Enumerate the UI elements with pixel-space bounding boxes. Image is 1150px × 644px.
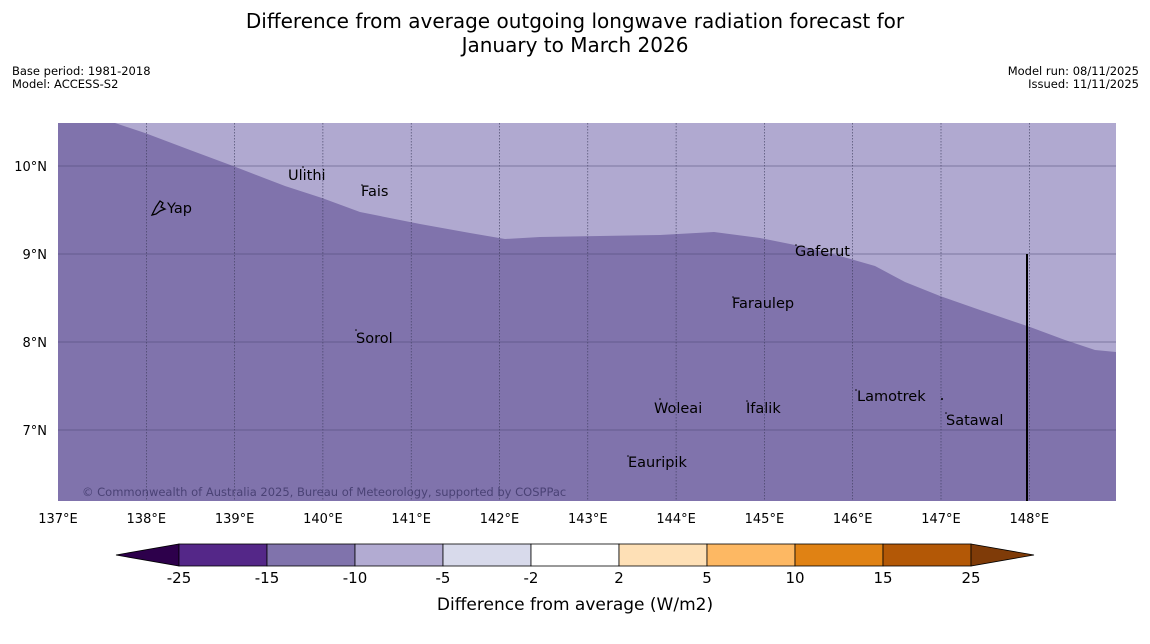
base-period: Base period: 1981-2018	[12, 64, 151, 78]
satawal-atoll-mark	[945, 412, 947, 414]
colorbar-swatch	[442, 543, 532, 567]
lon-tick-label: 137°E	[38, 512, 78, 527]
place-label-ifalik[interactable]: Ifalik	[746, 401, 781, 417]
colorbar-swatch	[178, 543, 268, 567]
title-line-2: January to March 2026	[461, 33, 689, 57]
base-info: Base period: 1981-2018 Model: ACCESS-S2	[12, 65, 151, 91]
place-label-woleai[interactable]: Woleai	[654, 401, 702, 417]
gridlines	[58, 123, 1116, 501]
issued-date: Issued: 11/11/2025	[1028, 77, 1139, 91]
lon-tick-label: 144°E	[656, 512, 696, 527]
colorbar-tick-label: 2	[614, 569, 624, 587]
place-label-fais[interactable]: Fais	[361, 184, 388, 200]
ifalik-atoll-mark	[746, 400, 748, 402]
colorbar-tick-label: -5	[436, 569, 451, 587]
colorbar-tick-label: -25	[167, 569, 192, 587]
colorbar-tick-label: 15	[873, 569, 892, 587]
woleai-atoll-mark	[659, 398, 661, 400]
fais-atoll-mark	[361, 184, 363, 186]
place-label-eauripik[interactable]: Eauripik	[628, 455, 687, 471]
sorol-atoll-mark	[355, 329, 357, 331]
place-label-satawal[interactable]: Satawal	[946, 413, 1003, 429]
lamotrek-east-mark	[941, 398, 943, 400]
ulithi-atoll-mark	[302, 166, 304, 168]
lon-tick-label: 145°E	[745, 512, 785, 527]
colorbar-tick-label: -2	[524, 569, 539, 587]
run-info: Model run: 08/11/2025 Issued: 11/11/2025	[1008, 65, 1139, 91]
yap-island-outline	[150, 200, 167, 216]
place-label-yap[interactable]: Yap	[166, 201, 192, 217]
place-label-ulithi[interactable]: Ulithi	[288, 168, 326, 184]
colorbar-legend: -25 -15 -10 -5 -2 2 5 10 15 25 Difference from av…	[115, 543, 1035, 615]
lon-tick-label: 142°E	[480, 512, 520, 527]
title-line-1: Difference from average outgoing longwav…	[245, 9, 905, 33]
colorbar-swatch	[618, 543, 708, 567]
colorbar-tick-label: 25	[961, 569, 980, 587]
lon-tick-label: 141°E	[391, 512, 431, 527]
lon-tick-label: 147°E	[921, 512, 961, 527]
place-label-lamotrek[interactable]: Lamotrek	[857, 389, 926, 405]
colorbar-tick-label: 5	[702, 569, 712, 587]
model-name: Model: ACCESS-S2	[12, 77, 119, 91]
colorbar-swatch	[530, 543, 620, 567]
lamotrek-atoll-mark	[855, 389, 857, 391]
place-label-gaferut[interactable]: Gaferut	[795, 244, 850, 260]
colorbar-swatch	[794, 543, 884, 567]
colorbar-extend-high	[970, 543, 1035, 567]
lat-tick-label: 8°N	[23, 336, 48, 351]
region-dark	[58, 123, 1116, 501]
lon-tick-label: 148°E	[1010, 512, 1050, 527]
lat-tick-label: 7°N	[23, 424, 48, 439]
lon-tick-label: 140°E	[303, 512, 343, 527]
lat-tick-label: 9°N	[23, 248, 48, 263]
colorbar-tick-label: 10	[785, 569, 804, 587]
gaferut-atoll-mark	[795, 244, 797, 246]
colorbar-tick-label: -10	[343, 569, 368, 587]
copyright-notice: © Commonwealth of Australia 2025, Bureau…	[82, 485, 566, 499]
lon-tick-label: 139°E	[215, 512, 255, 527]
colorbar-tick-label: -15	[255, 569, 280, 587]
eauripik-atoll-mark	[627, 455, 629, 457]
colorbar-extend-low	[115, 543, 180, 567]
lat-tick-label: 10°N	[14, 160, 47, 175]
colorbar-swatch	[706, 543, 796, 567]
lon-tick-label: 138°E	[127, 512, 167, 527]
legend-title: Difference from average (W/m2)	[437, 595, 713, 615]
colorbar-swatch	[266, 543, 356, 567]
place-label-faraulep[interactable]: Faraulep	[732, 296, 794, 312]
chart-title: Difference from average outgoing longwav…	[0, 9, 1150, 57]
lon-tick-label: 143°E	[568, 512, 608, 527]
colorbar-swatch	[882, 543, 972, 567]
model-run: Model run: 08/11/2025	[1007, 64, 1139, 78]
place-label-sorol[interactable]: Sorol	[356, 331, 393, 347]
lon-tick-label: 146°E	[833, 512, 873, 527]
faraulep-atoll-mark	[732, 296, 734, 298]
colorbar-swatch	[354, 543, 444, 567]
